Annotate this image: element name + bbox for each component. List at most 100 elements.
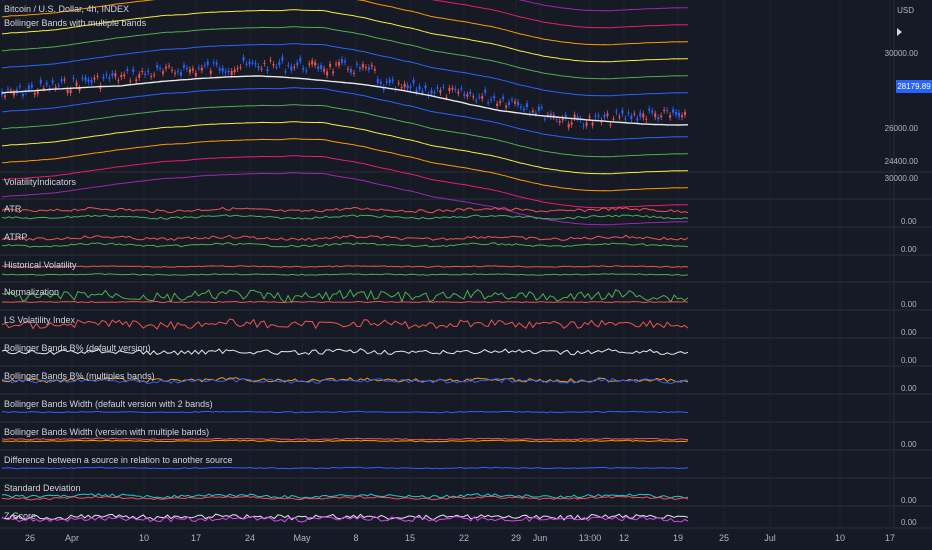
candle-body bbox=[451, 88, 454, 90]
candle-body bbox=[209, 70, 212, 74]
candle-body bbox=[346, 68, 349, 70]
x-axis-label: 25 bbox=[718, 533, 730, 543]
basis-line bbox=[1, 75, 688, 126]
x-axis-label: 19 bbox=[672, 533, 684, 543]
candle-body bbox=[90, 79, 93, 83]
candle-body bbox=[654, 113, 657, 118]
candle-body bbox=[591, 122, 594, 126]
candle-body bbox=[69, 89, 72, 94]
upper-band-line bbox=[1, 26, 689, 80]
candle-body bbox=[215, 62, 218, 65]
pane-label-4[interactable]: Normalization bbox=[4, 287, 60, 297]
candle-body bbox=[326, 71, 329, 76]
candle-body bbox=[9, 90, 12, 92]
candle-body bbox=[48, 88, 51, 90]
pane-label-11[interactable]: Standard Deviation bbox=[4, 483, 81, 493]
pane-label-7[interactable]: Bollinger Bands B% (multiples bands) bbox=[4, 371, 155, 381]
ls-volatility-line bbox=[1, 318, 689, 330]
x-axis-label: Jun bbox=[532, 533, 548, 543]
x-axis-label: 17 bbox=[190, 533, 202, 543]
candle-body bbox=[525, 103, 528, 108]
upper-band-line bbox=[1, 9, 689, 63]
candle-body bbox=[275, 66, 278, 68]
candle-body bbox=[576, 116, 579, 119]
right-arrow-icon[interactable] bbox=[897, 28, 902, 36]
candle-body bbox=[162, 71, 165, 74]
pane-label-10[interactable]: Difference between a source in relation … bbox=[4, 455, 233, 465]
candle-body bbox=[230, 71, 233, 75]
atr-signal-line bbox=[1, 214, 689, 220]
candle-body bbox=[329, 63, 332, 67]
pane-label-3[interactable]: Historical Volatility bbox=[4, 260, 77, 270]
candle-body bbox=[621, 110, 624, 114]
candle-body bbox=[519, 106, 522, 108]
candle-body bbox=[200, 67, 203, 71]
candle-body bbox=[645, 118, 648, 120]
pane-value-7: 0.00 bbox=[901, 384, 917, 393]
pane-label-12[interactable]: Z-Score bbox=[4, 511, 37, 521]
x-axis-label: 29 bbox=[510, 533, 522, 543]
candle-body bbox=[105, 74, 108, 76]
atrp-signal-line bbox=[1, 242, 689, 248]
candle-body bbox=[552, 114, 555, 118]
x-axis-label: 15 bbox=[404, 533, 416, 543]
candle-body bbox=[642, 113, 645, 118]
candle-body bbox=[317, 66, 320, 70]
candle-body bbox=[436, 87, 439, 89]
x-axis-label: 8 bbox=[353, 533, 359, 543]
candle-body bbox=[466, 94, 469, 97]
candle-body bbox=[603, 114, 606, 118]
candle-body bbox=[185, 67, 188, 69]
bb-width-line bbox=[1, 410, 689, 414]
pane-label-0[interactable]: VolatilityIndicators bbox=[4, 177, 77, 187]
pane-label-2[interactable]: ATRP bbox=[4, 232, 28, 242]
pane-label-8[interactable]: Bollinger Bands Width (default version w… bbox=[4, 399, 213, 409]
difference-line bbox=[1, 466, 689, 470]
candle-body bbox=[660, 115, 663, 118]
candle-body bbox=[516, 101, 519, 106]
candle-body bbox=[60, 79, 63, 82]
price-label-24400: 24400.00 bbox=[884, 157, 918, 166]
candle-body bbox=[448, 87, 451, 92]
candle-body bbox=[87, 79, 90, 82]
candle-body bbox=[433, 92, 436, 94]
candle-body bbox=[156, 65, 159, 69]
x-axis-label: Apr bbox=[64, 533, 80, 543]
candle-body bbox=[487, 102, 490, 104]
candle-body bbox=[203, 64, 206, 66]
candle-body bbox=[678, 112, 681, 117]
candle-body bbox=[102, 76, 105, 79]
upper-band-line bbox=[518, 0, 689, 12]
candle-body bbox=[33, 92, 36, 95]
candle-body bbox=[245, 63, 248, 65]
pane-label-9[interactable]: Bollinger Bands Width (version with mult… bbox=[4, 427, 210, 437]
candle-body bbox=[194, 72, 197, 77]
upper-band-line bbox=[1, 0, 689, 46]
candle-body bbox=[663, 109, 666, 111]
candle-body bbox=[284, 71, 287, 73]
candle-body bbox=[75, 82, 78, 86]
pane-label-5[interactable]: LS Volatility Index bbox=[4, 315, 76, 325]
candle-body bbox=[609, 124, 612, 126]
pane-label-6[interactable]: Bollinger Bands B% (default version) bbox=[4, 343, 151, 353]
candle-body bbox=[168, 65, 171, 67]
lower-band-line bbox=[1, 172, 689, 226]
candle-body bbox=[403, 83, 406, 88]
candle-body bbox=[218, 68, 221, 71]
candle-body bbox=[508, 101, 511, 106]
candle-body bbox=[657, 117, 660, 120]
candle-body bbox=[30, 84, 33, 88]
pane-label-1[interactable]: ATR bbox=[4, 204, 22, 214]
candle-body bbox=[537, 106, 540, 111]
candle-body bbox=[320, 65, 323, 70]
candle-body bbox=[406, 85, 409, 89]
lower-band-line bbox=[1, 121, 689, 175]
candle-body bbox=[254, 63, 257, 65]
pane-value-9: 0.00 bbox=[901, 440, 917, 449]
candle-body bbox=[469, 91, 472, 94]
candle-body bbox=[197, 67, 200, 69]
candle-body bbox=[260, 68, 263, 70]
candle-body bbox=[555, 119, 558, 121]
candle-body bbox=[188, 69, 191, 73]
